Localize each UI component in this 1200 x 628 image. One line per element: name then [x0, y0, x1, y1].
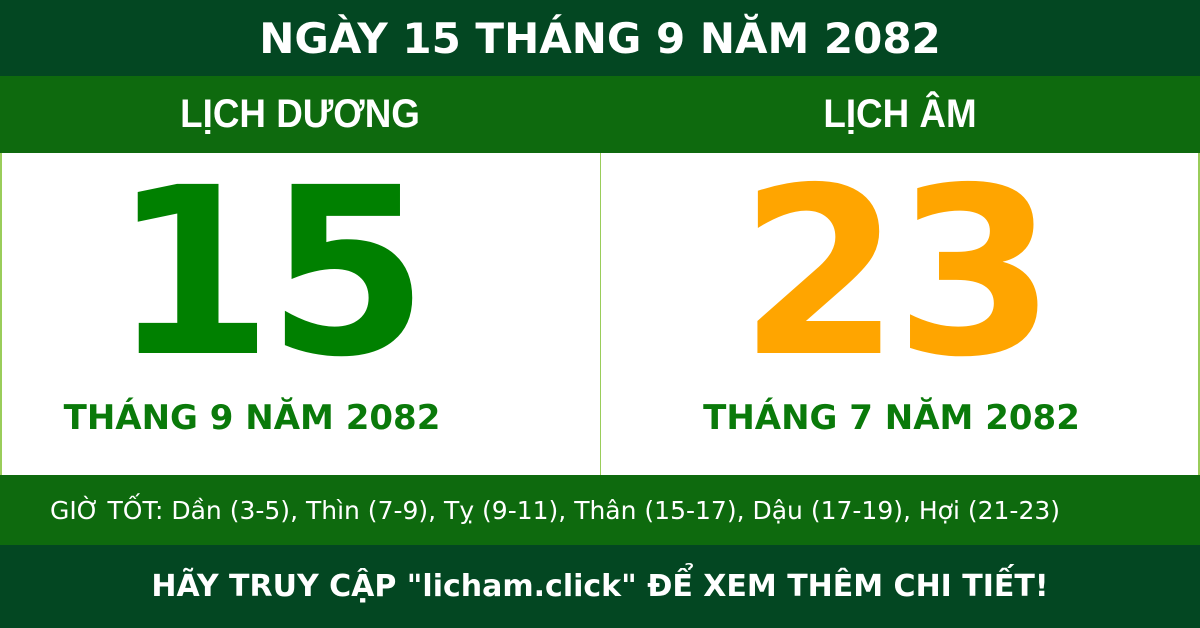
- solar-month-year: THÁNG 9 NĂM 2082: [63, 398, 441, 438]
- good-hours: GIỜ TỐT: Dần (3-5), Thìn (7-9), Tỵ (9-11…: [0, 475, 1200, 545]
- lunar-month-year: THÁNG 7 NĂM 2082: [703, 398, 1080, 438]
- page-title: NGÀY 15 THÁNG 9 NĂM 2082: [0, 0, 1200, 76]
- lunar-calendar-label: LỊCH ÂM: [823, 92, 977, 136]
- footer-cta: HÃY TRUY CẬP "licham.click" ĐỂ XEM THÊM …: [0, 545, 1200, 628]
- calendar-headers: LỊCH DƯƠNG LỊCH ÂM: [0, 76, 1200, 153]
- lunar-panel: 23 THÁNG 7 NĂM 2082: [600, 143, 1200, 475]
- solar-panel: 15 THÁNG 9 NĂM 2082: [0, 143, 600, 475]
- calendar-body: 15 THÁNG 9 NĂM 2082 23 THÁNG 7 NĂM 2082: [0, 143, 1200, 475]
- solar-calendar-label: LỊCH DƯƠNG: [180, 92, 420, 136]
- lunar-day: 23: [739, 138, 1056, 408]
- solar-day: 15: [111, 138, 429, 408]
